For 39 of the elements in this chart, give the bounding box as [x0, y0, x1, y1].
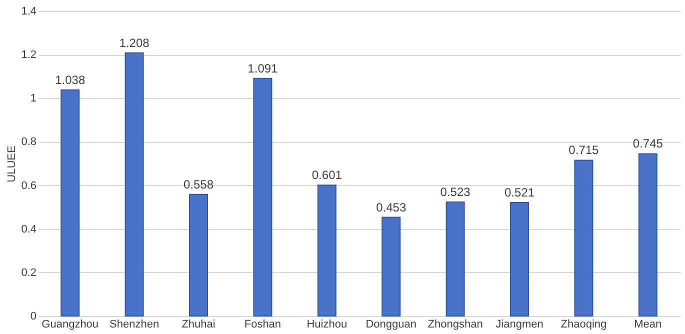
x-tick-label: Dongguan — [366, 318, 416, 330]
y-tick-label: 0.2 — [21, 266, 36, 279]
x-tick-label: Zhongshan — [428, 318, 483, 330]
x-tick-label: Foshan — [244, 318, 282, 330]
bar — [510, 202, 529, 316]
bar — [60, 89, 80, 316]
data-label: 0.558 — [183, 177, 214, 192]
y-tick-label: 0.8 — [21, 136, 36, 148]
bar — [317, 184, 336, 316]
y-axis-title: ULUEE — [6, 146, 18, 182]
data-label: 0.745 — [632, 136, 664, 151]
y-tick-label: 1.4 — [21, 6, 36, 18]
data-label: 1.091 — [248, 61, 278, 76]
bar — [124, 52, 144, 316]
x-tick-label: Zhaoqing — [560, 318, 607, 330]
data-label: 0.715 — [568, 143, 600, 158]
x-tick-label: Shenzhen — [110, 318, 160, 330]
data-label: 1.038 — [55, 72, 86, 87]
bar — [446, 202, 465, 316]
x-tick-label: Mean — [634, 318, 662, 330]
y-tick-label: 0 — [30, 310, 36, 322]
y-tick-label: 0.6 — [21, 180, 36, 192]
bar — [253, 78, 272, 316]
y-tick-label: 1 — [30, 92, 36, 105]
bar — [574, 160, 594, 316]
bar — [189, 194, 208, 316]
data-label: 0.453 — [376, 200, 406, 214]
data-label: 0.601 — [312, 168, 342, 182]
y-tick-label: 1.2 — [21, 49, 36, 62]
x-tick-label: Jiangmen — [496, 318, 544, 330]
y-tick-label: 0.4 — [21, 223, 36, 236]
data-label: 1.208 — [119, 36, 150, 50]
x-tick-label: Guangzhou — [42, 318, 99, 330]
bar — [638, 153, 658, 316]
data-label: 0.523 — [440, 185, 471, 200]
x-tick-label: Zhuhai — [182, 318, 216, 330]
x-tick-label: Huizhou — [306, 318, 348, 330]
bar — [382, 216, 401, 316]
data-label: 0.521 — [504, 185, 535, 200]
